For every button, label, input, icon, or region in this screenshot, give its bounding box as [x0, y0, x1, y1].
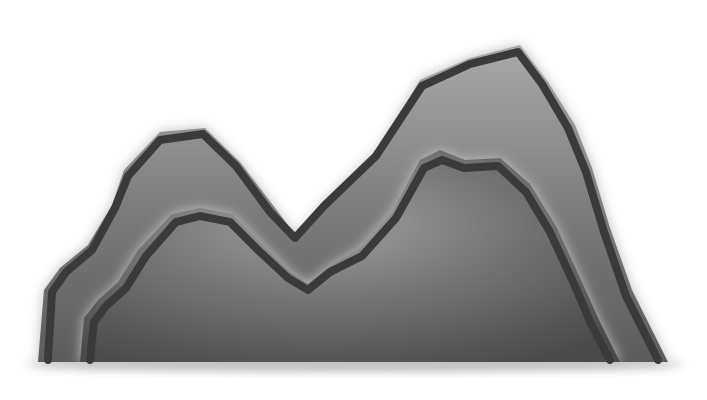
front-mountain	[80, 150, 620, 362]
front-mountain-ridge-line	[86, 156, 614, 364]
back-mountain-ridge-line	[44, 48, 662, 364]
